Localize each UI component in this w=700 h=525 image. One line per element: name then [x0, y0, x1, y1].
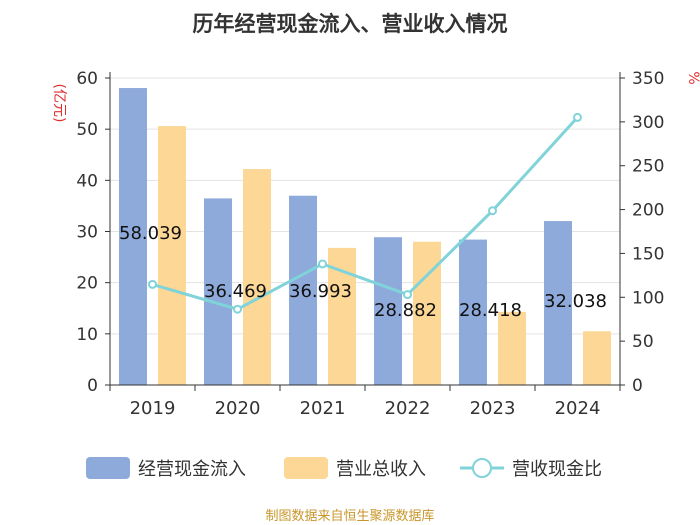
x-axis-tick-label: 2019 [130, 398, 176, 419]
left-axis-tick-label: 20 [76, 274, 98, 294]
right-axis-tick-label: 300 [632, 113, 664, 133]
line-point-ratio [488, 206, 497, 216]
data-label-layer: 58.039 36.469 36.993 28.882 28.418 32.038 [119, 223, 607, 321]
line-point-ratio [573, 112, 582, 122]
left-axis-tick-label: 40 [76, 171, 98, 191]
left-axis-tick-label: 0 [87, 376, 98, 396]
line-point-ratio [233, 304, 242, 314]
bar-data-label: 58.039 [119, 223, 182, 244]
x-axis-tick-label: 2023 [470, 398, 516, 419]
left-axis-tick-label: 30 [76, 223, 98, 243]
line-point-ratio [148, 279, 157, 289]
bar-data-label: 36.993 [289, 281, 352, 302]
bar-total-revenue [498, 311, 526, 385]
legend-item[interactable]: 经营现金流入 [86, 457, 246, 480]
chart-title: 历年经营现金流入、营业收入情况 [193, 12, 508, 36]
legend-label: 营业总收入 [336, 459, 426, 480]
bar-layer [119, 88, 611, 385]
legend[interactable]: 经营现金流入 营业总收入 营收现金比 [86, 457, 602, 480]
bar-cash-inflow [544, 221, 572, 385]
x-axis-tick-label: 2022 [385, 398, 431, 419]
legend-item[interactable]: 营收现金比 [460, 458, 602, 480]
right-axis-tick-label: 50 [632, 332, 654, 352]
legend-marker [472, 458, 492, 478]
legend-swatch [284, 457, 328, 479]
left-axis-tick-label: 10 [76, 325, 98, 345]
line-point-ratio [318, 259, 327, 269]
right-axis-tick-label: 100 [632, 288, 664, 308]
line-point-ratio [403, 290, 412, 300]
right-axis-unit-label: % [685, 71, 700, 84]
axes-layer: 0 10 20 30 40 50 60 0 50 100 150 200 250 300 350 2019 20… [76, 69, 664, 419]
legend-item[interactable]: 营业总收入 [284, 457, 426, 480]
bar-cash-inflow [459, 239, 487, 385]
bar-data-label: 28.882 [374, 300, 437, 321]
right-axis-tick-label: 200 [632, 201, 664, 221]
bar-total-revenue [583, 331, 611, 385]
x-axis-tick-label: 2020 [215, 398, 261, 419]
left-axis-tick-label: 50 [76, 120, 98, 140]
x-axis-tick-label: 2024 [555, 398, 601, 419]
right-axis-tick-label: 0 [632, 376, 643, 396]
legend-swatch [86, 457, 130, 479]
right-axis-tick-label: 250 [632, 157, 664, 177]
bar-cash-inflow [204, 198, 232, 385]
bar-total-revenue [158, 126, 186, 385]
bar-data-label: 28.418 [459, 300, 522, 321]
right-axis-tick-label: 150 [632, 244, 664, 264]
x-axis-tick-label: 2021 [300, 398, 346, 419]
line-layer [148, 112, 582, 314]
line-ratio [152, 116, 579, 311]
gridlines [110, 77, 620, 335]
right-axis-tick-label: 350 [632, 69, 664, 89]
legend-label: 经营现金流入 [138, 459, 246, 480]
bar-total-revenue [243, 169, 271, 385]
legend-label: 营收现金比 [512, 459, 602, 480]
bar-data-label: 36.469 [204, 281, 267, 302]
bar-cash-inflow [374, 237, 402, 385]
bar-cash-inflow [289, 195, 317, 385]
left-axis-tick-label: 60 [76, 69, 98, 89]
bar-data-label: 32.038 [544, 291, 607, 312]
bar-cash-inflow [119, 88, 147, 385]
source-note: 制图数据来自恒生聚源数据库 [265, 508, 434, 524]
left-axis-unit-label: (亿元) [51, 84, 67, 123]
